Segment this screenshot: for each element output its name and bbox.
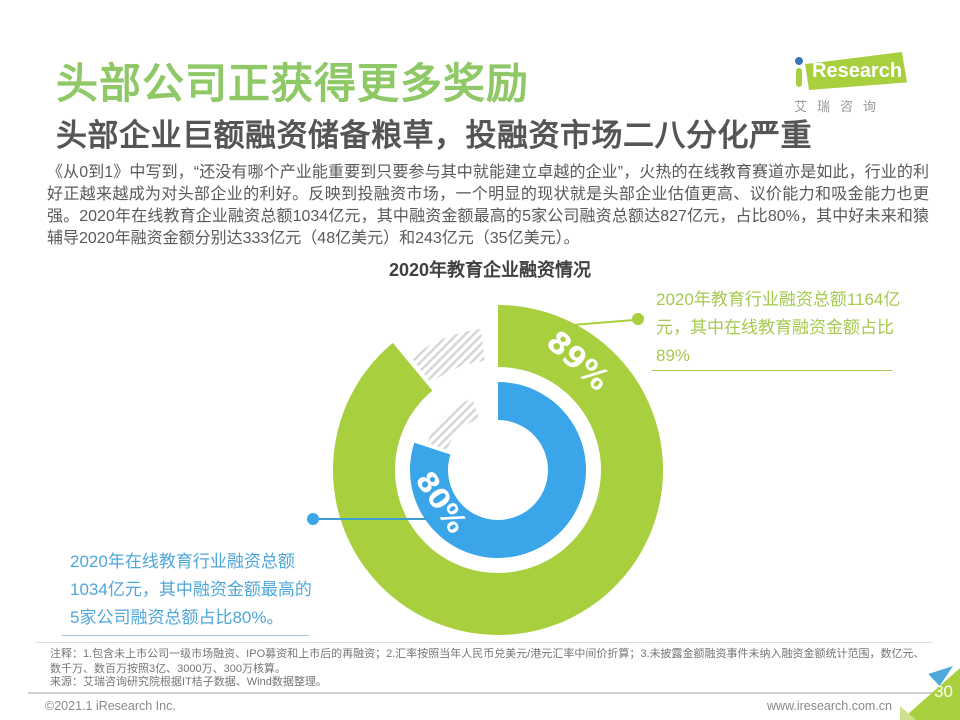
page-subtitle: 头部企业巨额融资储备粮草，投融资市场二八分化严重 (56, 118, 812, 153)
inner-ring-gap-hatch (427, 398, 480, 451)
outer-ring-gap-hatch (411, 329, 485, 383)
body-paragraph: 《从0到1》中写到，“还没有哪个产业能重要到只要参与其中就能建立卓越的企业”，火… (47, 164, 929, 247)
page-number: 30 (934, 682, 953, 701)
footer-website: www.iresearch.com.cn (766, 699, 892, 713)
logo-chinese-name: 艾瑞咨询 (794, 99, 887, 114)
callout-dot-inner (307, 513, 319, 525)
footer-copyright: ©2021.1 iResearch Inc. (45, 699, 176, 713)
logo-i-dot-icon (795, 57, 803, 65)
page-title: 头部公司正获得更多奖励 (56, 60, 530, 107)
annotation-inner-ring: 2020年在线教育行业融资总额1034亿元，其中融资金额最高的5家公司融资总额占… (70, 552, 312, 627)
logo-banner: Research (805, 52, 907, 90)
annotation-inner-underline (62, 635, 309, 636)
callout-inner (307, 513, 428, 525)
iresearch-logo: Research 艾瑞咨询 (786, 52, 910, 114)
donut-chart: 89%80% (307, 305, 663, 635)
footnote-separator (36, 642, 932, 643)
annotation-outer-ring: 2020年教育行业融资总额1164亿元，其中在线教育融资金额占比89% (656, 290, 901, 365)
donut-rings: 89%80% (333, 305, 663, 635)
chart-title: 2020年教育企业融资情况 (388, 260, 592, 280)
footnote-notes: 注释：1.包含未上市公司一级市场融资、IPO募资和上市后的再融资；2.汇率按照当… (50, 648, 925, 675)
logo-i-stem-icon (796, 68, 802, 87)
callout-dot-outer (632, 313, 644, 325)
annotation-outer-underline (652, 370, 892, 371)
page-corner-badge: 30 (900, 666, 960, 720)
callout-outer (571, 313, 644, 326)
footnote-source: 来源：艾瑞咨询研究院根据IT桔子数据、Wind数据整理。 (50, 676, 327, 688)
logo-brand-text: Research (812, 60, 903, 82)
footer-separator (28, 692, 934, 694)
outer-ring-arc (333, 305, 663, 635)
inner-ring-arc (410, 382, 586, 558)
